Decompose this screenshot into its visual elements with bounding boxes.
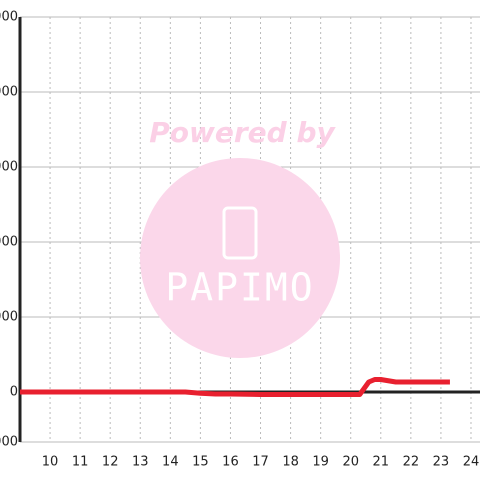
data-line: [20, 377, 450, 397]
x-tick-label: 21: [373, 455, 390, 470]
watermark-logo: PAPIMO: [165, 266, 314, 310]
y-tick-label: 0: [10, 385, 18, 400]
y-tick-label: 90,000: [0, 160, 18, 175]
x-tick-label: 11: [72, 455, 89, 470]
x-tick-label: 22: [403, 455, 420, 470]
x-tick-label: 16: [222, 455, 239, 470]
x-tick-label: 15: [192, 455, 209, 470]
x-tick-label: 23: [433, 455, 450, 470]
x-tick-label: 13: [132, 455, 149, 470]
x-tick-label: 17: [252, 455, 269, 470]
x-tick-label: 10: [42, 455, 59, 470]
x-tick-label: 14: [162, 455, 179, 470]
y-tick-label: 120,000: [0, 85, 18, 100]
x-tick-label: 20: [342, 455, 359, 470]
x-tick-label: 12: [102, 455, 119, 470]
watermark-title: Powered by: [149, 116, 336, 149]
x-tick-label: 18: [282, 455, 299, 470]
y-tick-label: 150,000: [0, 10, 18, 25]
x-tick-label: 24: [463, 455, 480, 470]
y-tick-label: 60,000: [0, 235, 18, 250]
watermark-phone: [222, 206, 258, 260]
y-tick-label: 30,000: [0, 310, 18, 325]
x-tick-label: 19: [312, 455, 329, 470]
y-tick-label: -20,000: [0, 435, 18, 450]
